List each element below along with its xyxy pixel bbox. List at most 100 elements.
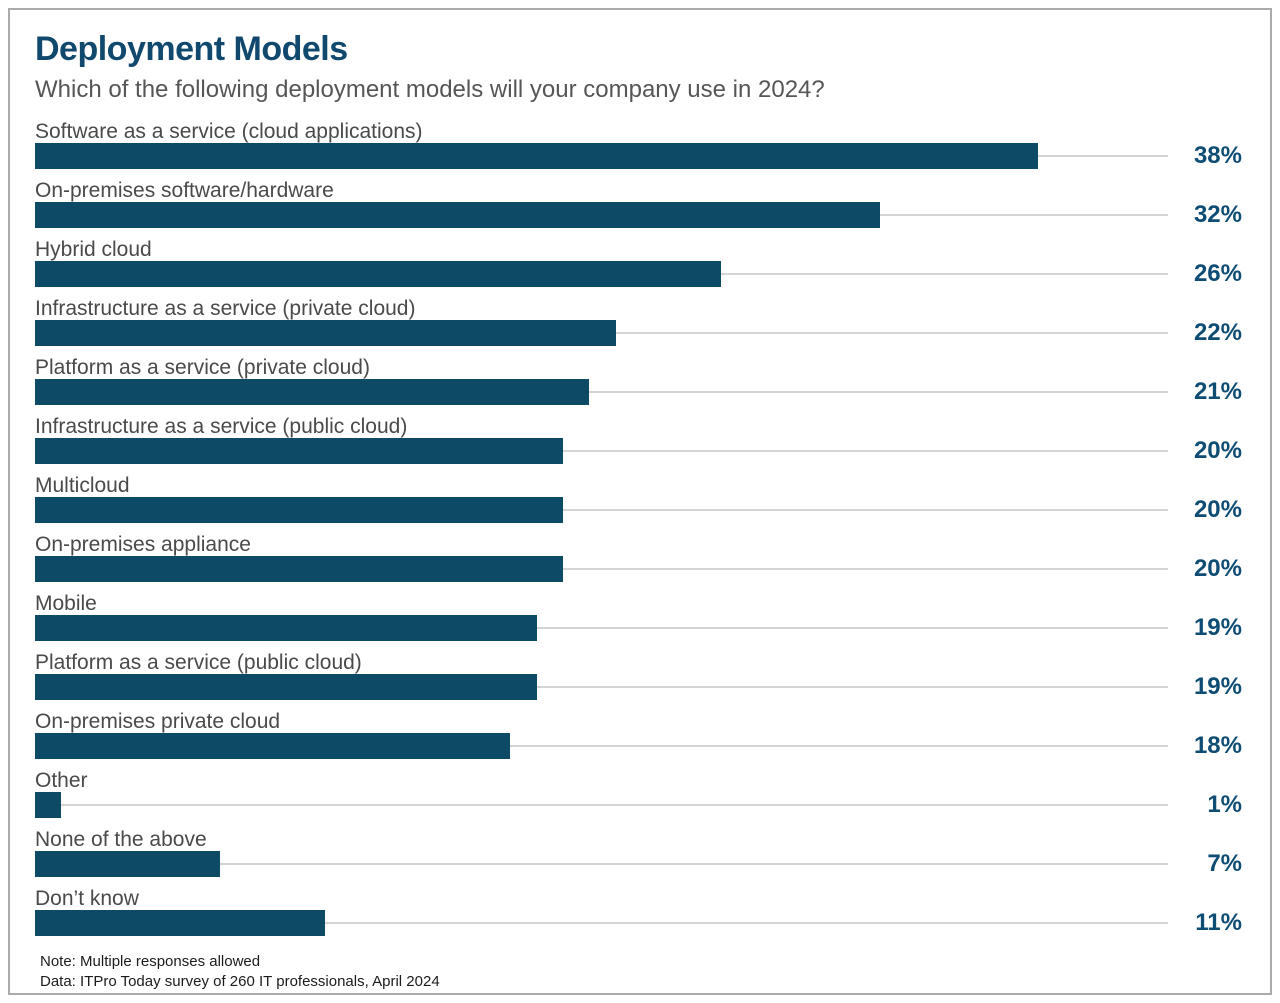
bar-row: Other 1%	[35, 769, 1242, 818]
bar	[35, 438, 563, 464]
bar-value-label: 19%	[1193, 614, 1242, 641]
chart-frame: Deployment Models Which of the following…	[8, 8, 1272, 995]
bar-category-label: On-premises appliance	[35, 533, 251, 556]
bar-category-label: Hybrid cloud	[35, 238, 152, 261]
bar-line: 26%	[35, 260, 1242, 287]
bar-line: 20%	[35, 437, 1242, 464]
bar-value-label: 20%	[1193, 555, 1242, 582]
connector-line	[35, 922, 1168, 924]
bar-row: None of the above 7%	[35, 828, 1242, 877]
bar-track	[35, 851, 1168, 877]
bar-row: Infrastructure as a service (public clou…	[35, 415, 1242, 464]
connector-line	[35, 686, 1168, 688]
bar-line: 1%	[35, 791, 1242, 818]
bar-line: 18%	[35, 732, 1242, 759]
bar-track	[35, 556, 1168, 582]
bar-rows: Software as a service (cloud application…	[35, 120, 1242, 936]
bar	[35, 792, 62, 818]
bar-value-label: 19%	[1193, 673, 1242, 700]
bar-track	[35, 674, 1168, 700]
bar-category-label: Multicloud	[35, 474, 130, 497]
bar-track	[35, 497, 1168, 523]
chart-subtitle: Which of the following deployment models…	[35, 76, 825, 103]
bar-line: 7%	[35, 850, 1242, 877]
bar-value-label: 20%	[1193, 437, 1242, 464]
bar-track	[35, 910, 1168, 936]
bar	[35, 556, 563, 582]
bar-row: Platform as a service (public cloud) 19%	[35, 651, 1242, 700]
bar-category-label: Platform as a service (public cloud)	[35, 651, 362, 674]
bar-category-label: Platform as a service (private cloud)	[35, 356, 370, 379]
connector-line	[35, 568, 1168, 570]
bar-row: On-premises appliance 20%	[35, 533, 1242, 582]
bar-line: 21%	[35, 378, 1242, 405]
connector-line	[35, 627, 1168, 629]
bar-track	[35, 261, 1168, 287]
bar-row: Software as a service (cloud application…	[35, 120, 1242, 169]
bar-line: 20%	[35, 555, 1242, 582]
bar	[35, 733, 511, 759]
bar-line: 19%	[35, 673, 1242, 700]
bar-value-label: 18%	[1193, 732, 1242, 759]
connector-line	[35, 450, 1168, 452]
bar-value-label: 11%	[1195, 909, 1242, 936]
bar-category-label: Don’t know	[35, 887, 139, 910]
bar-category-label: Infrastructure as a service (public clou…	[35, 415, 408, 438]
connector-line	[35, 745, 1168, 747]
bar-category-label: Infrastructure as a service (private clo…	[35, 297, 416, 320]
bar-value-label: 38%	[1193, 142, 1242, 169]
bar-track	[35, 202, 1168, 228]
bar-row: Infrastructure as a service (private clo…	[35, 297, 1242, 346]
bar-row: On-premises software/hardware 32%	[35, 179, 1242, 228]
bar-value-label: 1%	[1207, 791, 1242, 818]
connector-line	[35, 391, 1168, 393]
bar-track	[35, 379, 1168, 405]
bar	[35, 910, 326, 936]
bar-category-label: None of the above	[35, 828, 207, 851]
bar-row: Platform as a service (private cloud) 21…	[35, 356, 1242, 405]
bar-row: On-premises private cloud 18%	[35, 710, 1242, 759]
bar-line: 32%	[35, 201, 1242, 228]
bar-line: 22%	[35, 319, 1242, 346]
bar-value-label: 32%	[1193, 201, 1242, 228]
bar-line: 11%	[35, 909, 1242, 936]
bar-value-label: 26%	[1193, 260, 1242, 287]
bar-category-label: Software as a service (cloud application…	[35, 120, 423, 143]
bar-category-label: On-premises software/hardware	[35, 179, 334, 202]
bar-category-label: Other	[35, 769, 88, 792]
bar-line: 19%	[35, 614, 1242, 641]
bar-value-label: 22%	[1193, 319, 1242, 346]
bar	[35, 261, 722, 287]
bar	[35, 615, 537, 641]
bar	[35, 202, 880, 228]
connector-line	[35, 804, 1168, 806]
footer-source: Data: ITPro Today survey of 260 IT profe…	[40, 973, 440, 990]
bar	[35, 851, 220, 877]
chart-footer: Note: Multiple responses allowed Data: I…	[40, 952, 1242, 992]
bar-value-label: 20%	[1193, 496, 1242, 523]
connector-line	[35, 509, 1168, 511]
connector-line	[35, 863, 1168, 865]
bar	[35, 674, 537, 700]
chart-title: Deployment Models	[35, 30, 348, 68]
bar-track	[35, 615, 1168, 641]
bar	[35, 379, 590, 405]
bar-value-label: 7%	[1207, 850, 1242, 877]
bar-track	[35, 792, 1168, 818]
bar-track	[35, 733, 1168, 759]
bar-row: Don’t know 11%	[35, 887, 1242, 936]
bar-row: Hybrid cloud 26%	[35, 238, 1242, 287]
bar-line: 20%	[35, 496, 1242, 523]
bar-category-label: On-premises private cloud	[35, 710, 281, 733]
bar-row: Multicloud 20%	[35, 474, 1242, 523]
footer-note: Note: Multiple responses allowed	[40, 953, 261, 970]
bar-row: Mobile 19%	[35, 592, 1242, 641]
bar-track	[35, 438, 1168, 464]
bar-value-label: 21%	[1193, 378, 1242, 405]
bar-track	[35, 143, 1168, 169]
bar-category-label: Mobile	[35, 592, 97, 615]
bar-track	[35, 320, 1168, 346]
bar-line: 38%	[35, 142, 1242, 169]
bar	[35, 497, 563, 523]
bar	[35, 143, 1039, 169]
